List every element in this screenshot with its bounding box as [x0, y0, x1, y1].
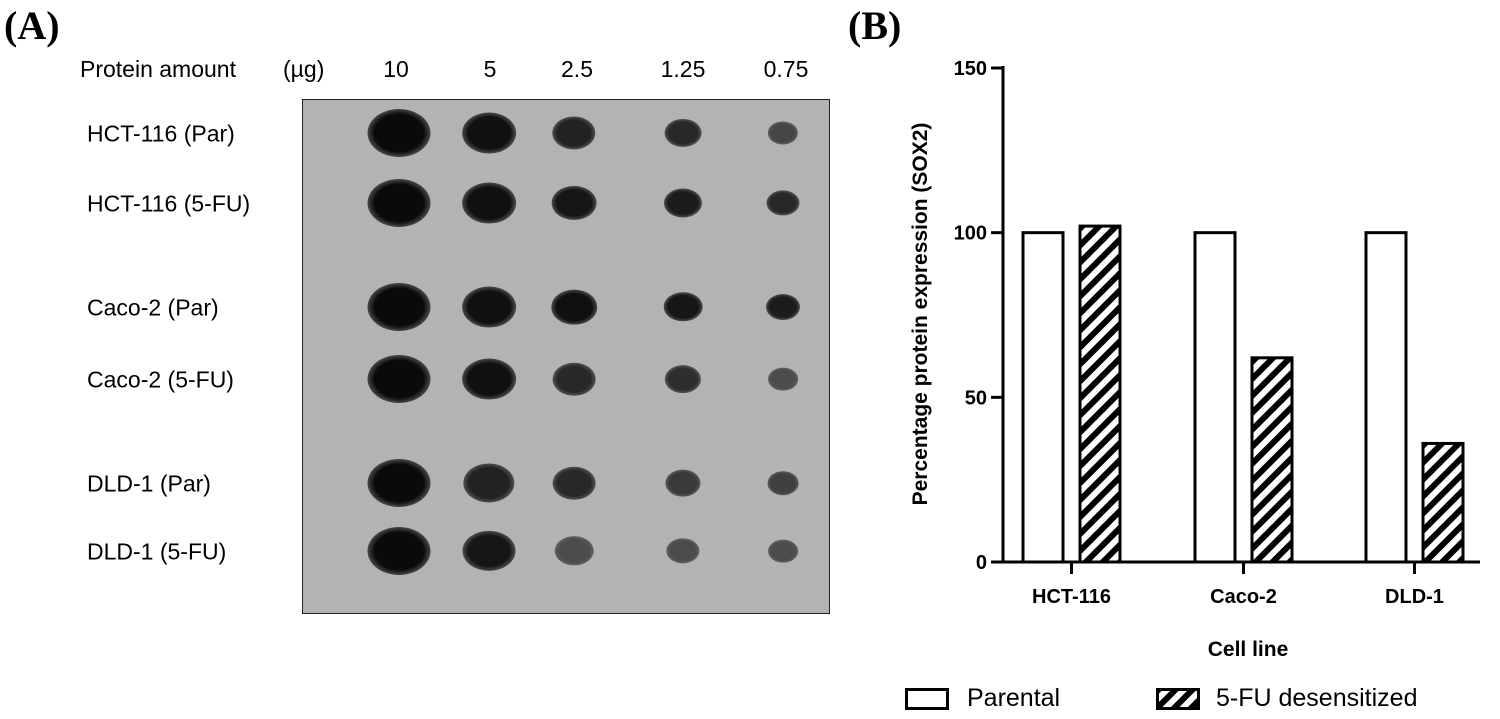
lane-label-2-5: 2.5	[561, 56, 593, 82]
dot-caco2-5fu-1-25	[664, 365, 702, 393]
sox2-bar-chart: 0 50 100 150 Percentage protein expression (…	[909, 58, 1480, 661]
bar-caco-2-5fu	[1250, 356, 1294, 564]
dot-caco2-5fu-0-75	[768, 367, 798, 391]
dot-dld1-par-2-5	[552, 466, 596, 500]
dot-dld1-5fu-1-25	[666, 538, 700, 564]
dot-caco2-5fu-10	[367, 355, 431, 403]
bar-dld-1-5fu	[1421, 441, 1465, 564]
row-label-hct116-5fu: HCT-116 (5-FU)	[87, 190, 251, 217]
y-tick-label: 100	[954, 223, 987, 245]
dot-hct116-par-2-5	[552, 116, 596, 150]
dot-dld1-5fu-2-5	[554, 536, 594, 566]
protein-amount-unit: (µg)	[283, 56, 325, 82]
dot-blot-membrane	[302, 99, 830, 614]
dot-dld1-par-1-25	[665, 469, 701, 497]
bar-hct-116-parental	[1021, 231, 1065, 564]
protein-amount-label: Protein amount	[80, 56, 236, 82]
row-label-dld1-5fu: DLD-1 (5-FU)	[87, 538, 227, 565]
dot-hct116-par-0-75	[767, 121, 799, 145]
bar-caco-2-parental	[1193, 231, 1237, 564]
y-tick-label: 150	[954, 58, 987, 80]
y-tick-label: 50	[965, 387, 987, 409]
bar-hct-116-5fu	[1078, 224, 1122, 564]
dot-hct116-5fu-5	[462, 182, 516, 224]
y-axis-title: Percentage protein expression (SOX2)	[909, 123, 932, 506]
dot-caco2-par-0-75	[765, 294, 801, 320]
dot-hct116-5fu-0-75	[766, 190, 800, 216]
x-tick-label: Caco-2	[1210, 586, 1277, 608]
dot-dld1-5fu-0-75	[768, 539, 798, 563]
dot-dld1-5fu-5	[462, 530, 516, 572]
panel-b-letter: (B)	[848, 3, 902, 48]
row-label-caco2-par: Caco-2 (Par)	[87, 294, 219, 321]
dot-caco2-5fu-5	[462, 358, 516, 400]
row-label-caco2-5fu: Caco-2 (5-FU)	[87, 366, 234, 393]
row-label-hct116-par: HCT-116 (Par)	[87, 120, 235, 147]
x-axis-title: Cell line	[1208, 638, 1289, 661]
dot-caco2-5fu-2-5	[552, 362, 596, 396]
dot-hct116-par-1-25	[664, 118, 702, 148]
lane-label-1-25: 1.25	[660, 56, 706, 82]
dot-hct116-5fu-10	[367, 179, 431, 227]
bar-dld-1-parental	[1364, 231, 1408, 564]
dot-caco2-par-1-25	[663, 292, 703, 322]
dot-dld1-par-5	[463, 463, 515, 503]
dot-caco2-par-10	[367, 283, 431, 331]
dot-hct116-5fu-2-5	[551, 185, 597, 221]
legend-swatch-5fu	[1156, 688, 1200, 710]
lane-label-10: 10	[383, 56, 409, 82]
legend-label-5fu: 5-FU desensitized	[1216, 684, 1418, 712]
panel-a-letter: (A)	[4, 3, 60, 48]
dot-caco2-par-5	[462, 286, 516, 328]
legend-label-parental: Parental	[967, 684, 1061, 712]
dot-dld1-5fu-10	[367, 527, 431, 575]
dot-hct116-5fu-1-25	[663, 188, 703, 218]
y-tick-label: 0	[976, 552, 987, 574]
dot-dld1-par-0-75	[767, 471, 799, 495]
dot-hct116-par-10	[367, 109, 431, 157]
dot-dld1-par-10	[367, 459, 431, 507]
x-tick-label: DLD-1	[1385, 586, 1444, 608]
legend-swatch-parental	[905, 688, 949, 710]
row-label-dld1-par: DLD-1 (Par)	[87, 470, 211, 497]
dot-caco2-par-2-5	[551, 289, 597, 325]
dot-hct116-par-5	[462, 112, 516, 154]
lane-label-5: 5	[483, 56, 497, 82]
lane-label-0-75: 0.75	[763, 56, 809, 82]
x-tick-label: HCT-116	[1032, 586, 1111, 608]
